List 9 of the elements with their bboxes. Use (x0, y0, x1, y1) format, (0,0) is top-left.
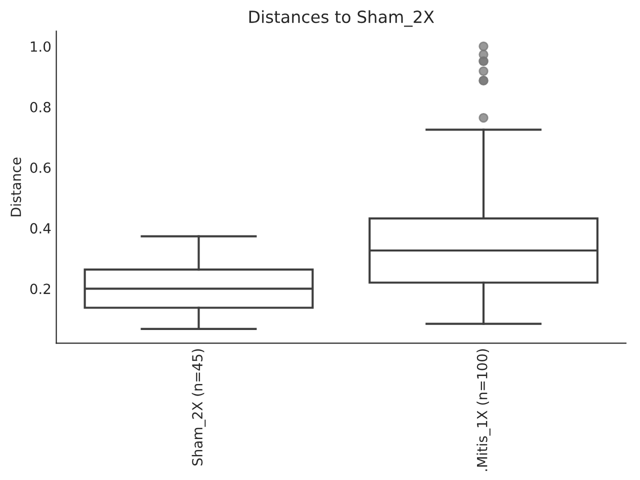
y-axis-title: Distance (10, 158, 22, 216)
y-tick-label: 0.8 (30, 102, 51, 112)
y-tick-label: 0.2 (30, 284, 50, 294)
y-tick-label: 0.6 (30, 162, 51, 173)
y-tick-label: 1.0 (30, 41, 51, 52)
x-tick-label: Sham_2X (n=45) (192, 349, 206, 466)
chart-title: Distances to Sham_2X (249, 10, 434, 27)
y-tick-label: 0.4 (30, 223, 51, 234)
x-tick-label: .Mitis_1X (n=100) (476, 349, 490, 471)
